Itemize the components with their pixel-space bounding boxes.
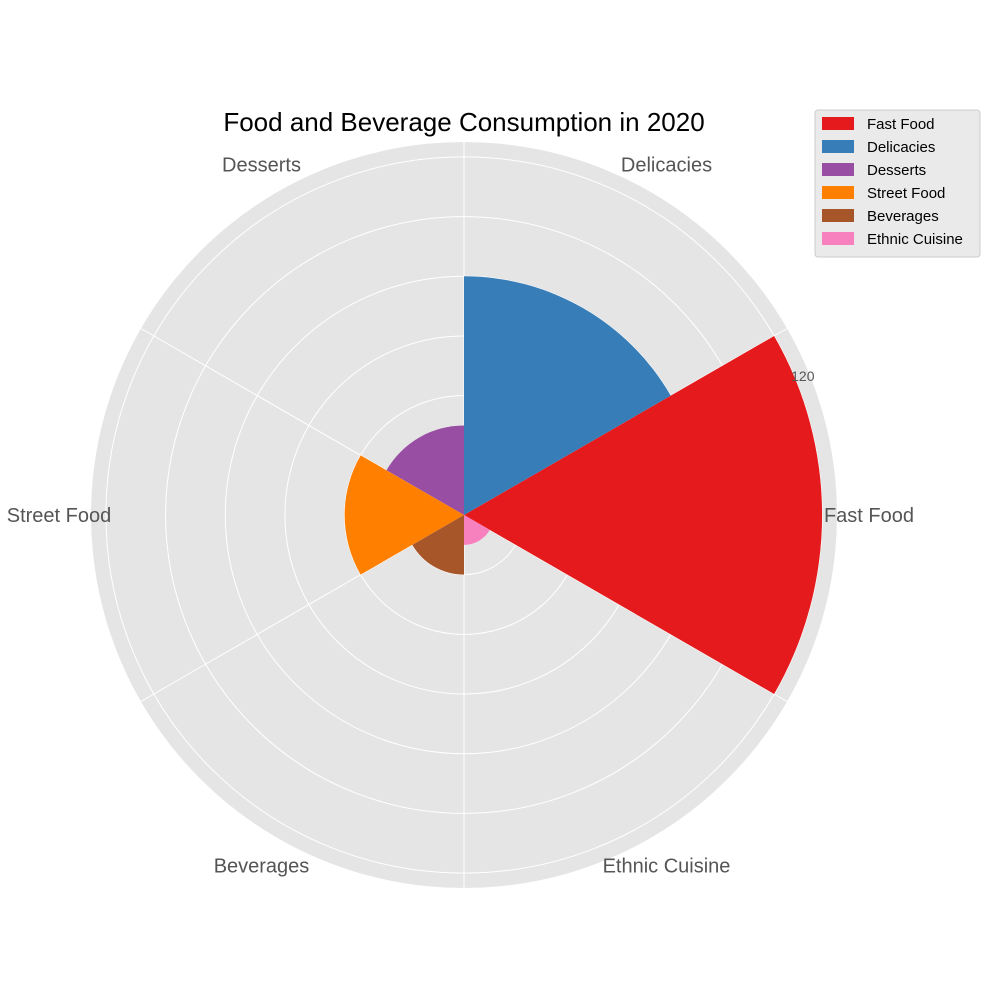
legend-label-fast-food: Fast Food xyxy=(867,116,935,133)
legend-swatch-ethnic-cuisine xyxy=(822,232,854,245)
legend-swatch-beverages xyxy=(822,209,854,222)
legend-swatch-street-food xyxy=(822,186,854,199)
legend-swatch-delicacies xyxy=(822,140,854,153)
category-label-ethnic-cuisine: Ethnic Cuisine xyxy=(603,856,731,878)
category-label-fast-food: Fast Food xyxy=(824,505,914,527)
legend-swatch-fast-food xyxy=(822,117,854,130)
legend-label-street-food: Street Food xyxy=(867,185,945,202)
legend-label-ethnic-cuisine: Ethnic Cuisine xyxy=(867,231,963,248)
category-label-beverages: Beverages xyxy=(214,856,310,878)
chart-title: Food and Beverage Consumption in 2020 xyxy=(223,107,704,137)
category-label-delicacies: Delicacies xyxy=(621,154,712,176)
legend: Fast Food Delicacies Desserts Street Food Be… xyxy=(815,110,980,257)
legend-swatch-desserts xyxy=(822,163,854,176)
category-label-desserts: Desserts xyxy=(222,154,301,176)
category-label-street-food: Street Food xyxy=(7,505,112,527)
radial-tick-label-120: 120 xyxy=(791,368,815,384)
radial-tick-labels: 120 xyxy=(791,368,815,384)
legend-label-delicacies: Delicacies xyxy=(867,139,935,156)
legend-label-beverages: Beverages xyxy=(867,208,939,225)
legend-label-desserts: Desserts xyxy=(867,162,926,179)
